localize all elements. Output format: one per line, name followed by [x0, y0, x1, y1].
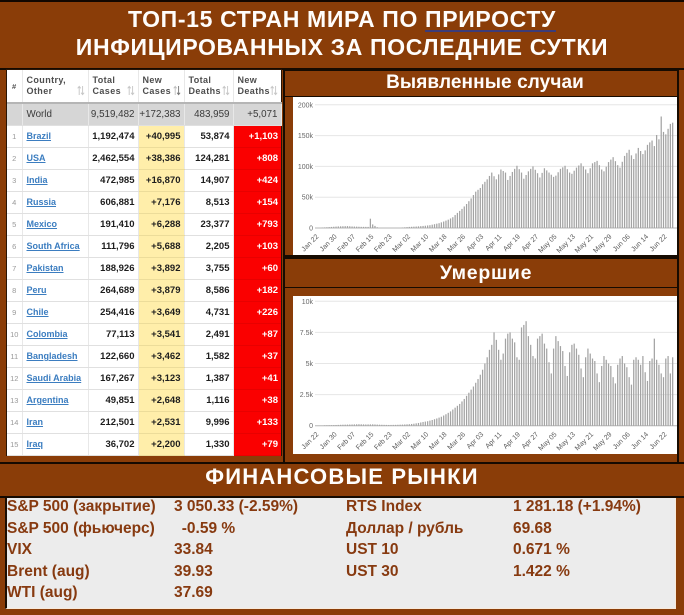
- svg-text:100k: 100k: [298, 164, 314, 171]
- svg-text:7.5k: 7.5k: [300, 330, 314, 337]
- svg-text:5k: 5k: [306, 361, 314, 368]
- svg-text:150k: 150k: [298, 133, 314, 140]
- svg-text:0: 0: [309, 423, 313, 430]
- svg-text:200k: 200k: [298, 102, 314, 109]
- svg-text:2.5k: 2.5k: [300, 392, 314, 399]
- svg-text:10k: 10k: [302, 299, 314, 306]
- svg-text:50k: 50k: [302, 195, 314, 202]
- svg-text:0: 0: [309, 226, 313, 233]
